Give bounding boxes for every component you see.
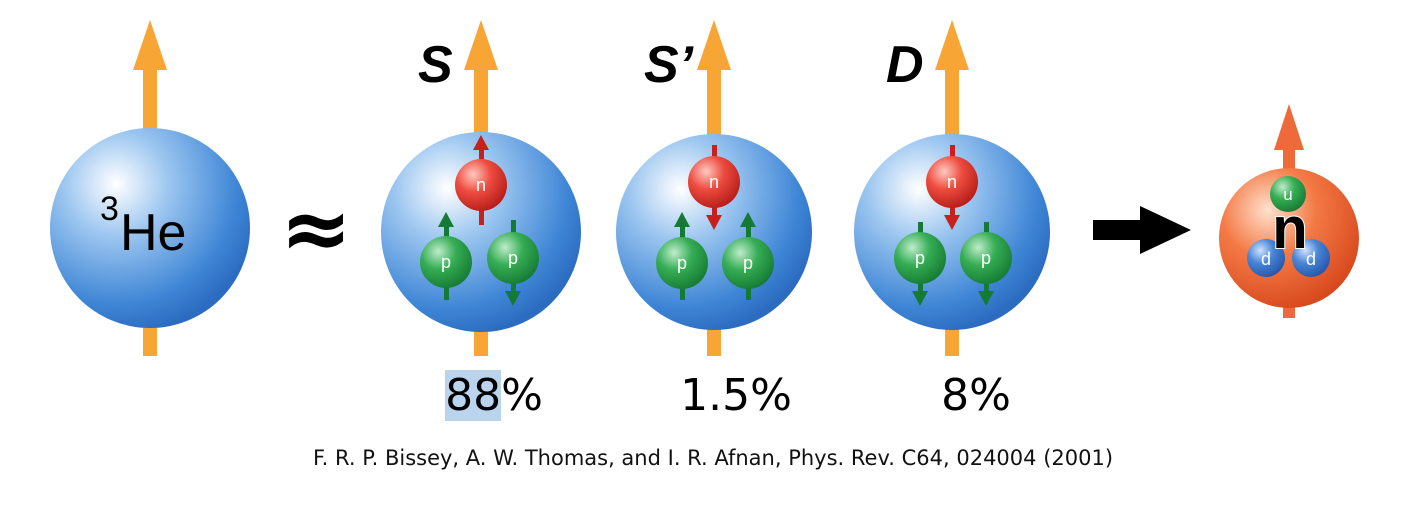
- proton: [894, 232, 946, 284]
- proton-label: p: [508, 248, 518, 268]
- proton: [420, 236, 472, 288]
- neutron-spin-head: [706, 215, 722, 230]
- percent-s-prime: 1.5%: [680, 370, 792, 421]
- neutron-spin-head: [473, 135, 489, 150]
- proton-spin-head: [740, 212, 756, 227]
- down-quark-label: d: [1261, 249, 1271, 269]
- proton-spin-head: [438, 212, 454, 227]
- up-quark: [1270, 176, 1306, 212]
- neutron: [455, 159, 507, 211]
- approx-symbol: ≈: [280, 179, 352, 279]
- spin-arrow-head: [935, 20, 969, 70]
- proton: [960, 232, 1012, 284]
- spin-arrow-head: [464, 20, 498, 70]
- proton-label: p: [677, 253, 687, 273]
- spin-arrow-head: [697, 20, 731, 70]
- proton: [722, 237, 774, 289]
- neutron-label: n: [476, 175, 486, 195]
- spin-arrow-head: [1274, 104, 1304, 150]
- helium3-nucleus: 3 He: [50, 20, 250, 356]
- proton-spin-head: [978, 291, 994, 306]
- proton-label: p: [441, 252, 451, 272]
- neutron: [926, 156, 978, 208]
- state-label: S’: [644, 36, 695, 94]
- neutron: [688, 156, 740, 208]
- percent-s-selected: 88: [445, 370, 502, 421]
- proton-spin-head: [674, 212, 690, 227]
- proton: [656, 237, 708, 289]
- free-neutron: u d d n: [1219, 104, 1359, 318]
- neutron-label: n: [709, 172, 719, 192]
- citation: F. R. P. Bissey, A. W. Thomas, and I. R.…: [312, 446, 1114, 470]
- state-s: S n p p: [381, 20, 581, 356]
- proton-spin-head: [912, 291, 928, 306]
- neutron-symbol: n: [1272, 196, 1307, 261]
- percent-s-rest: %: [501, 370, 543, 421]
- percent-s: 88%: [394, 368, 594, 424]
- neutron-spin-head: [944, 215, 960, 230]
- up-quark-label: u: [1283, 185, 1292, 204]
- proton-label: p: [915, 248, 925, 268]
- down-quark-label: d: [1306, 249, 1316, 269]
- state-label: S: [418, 36, 453, 94]
- mass-number: 3: [100, 190, 119, 228]
- proton-label: p: [981, 248, 991, 268]
- right-arrow-icon: [1093, 206, 1191, 254]
- element-symbol: He: [120, 204, 186, 262]
- state-s-prime: S’ n p p: [616, 20, 812, 356]
- state-d: D n p p: [854, 20, 1050, 356]
- state-label: D: [886, 36, 924, 94]
- spin-arrow-head: [133, 20, 167, 70]
- neutron-sphere: [1219, 168, 1359, 308]
- helium3-sphere: [50, 128, 250, 328]
- proton: [487, 232, 539, 284]
- state-sphere: [854, 134, 1050, 330]
- proton-spin-head: [505, 291, 521, 306]
- neutron-label: n: [947, 172, 957, 192]
- percent-d: 8%: [941, 370, 1011, 421]
- down-quark: [1292, 239, 1330, 277]
- down-quark: [1247, 239, 1285, 277]
- proton-label: p: [743, 253, 753, 273]
